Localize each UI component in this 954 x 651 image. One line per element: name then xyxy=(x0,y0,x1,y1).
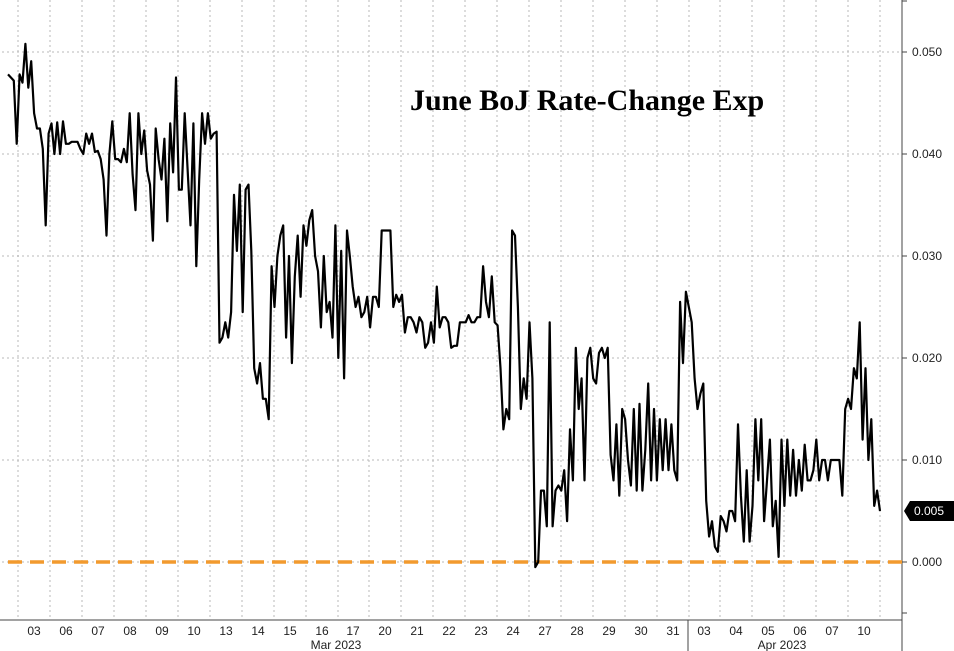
x-tick-label: 13 xyxy=(219,624,233,638)
x-tick-label: 10 xyxy=(857,624,871,638)
y-tick-label: 0.020 xyxy=(912,351,942,365)
series-line xyxy=(7,42,882,569)
y-tick-label: 0.030 xyxy=(912,249,942,263)
x-tick-label: 16 xyxy=(315,624,329,638)
x-tick-label: 31 xyxy=(666,624,680,638)
month-labels: Mar 2023 Apr 2023 xyxy=(311,638,807,651)
x-tick-label: 06 xyxy=(793,624,807,638)
y-tick-labels: 0.050 0.040 0.030 0.020 0.010 0.000 xyxy=(912,45,942,569)
x-tick-label: 20 xyxy=(378,624,392,638)
last-value-label: 0.005 xyxy=(914,504,944,518)
x-tick-label: 17 xyxy=(346,624,360,638)
x-tick-label: 29 xyxy=(602,624,616,638)
x-tick-label: 22 xyxy=(442,624,456,638)
x-tick-label: 07 xyxy=(825,624,839,638)
chart-title: June BoJ Rate-Change Exp xyxy=(410,84,764,117)
x-tick-label: 06 xyxy=(59,624,73,638)
last-value-badge-bg xyxy=(904,501,954,521)
x-tick-label: 28 xyxy=(570,624,584,638)
x-tick-label: 03 xyxy=(697,624,711,638)
x-tick-label: 21 xyxy=(410,624,424,638)
x-tick-label: 04 xyxy=(729,624,743,638)
axes xyxy=(0,0,907,651)
x-tick-label: 08 xyxy=(123,624,137,638)
x-tick-label: 09 xyxy=(155,624,169,638)
x-tick-label: 07 xyxy=(91,624,105,638)
x-tick-label: 15 xyxy=(283,624,297,638)
x-tick-label: 10 xyxy=(187,624,201,638)
month-label: Apr 2023 xyxy=(758,638,807,651)
x-tick-label: 03 xyxy=(27,624,41,638)
x-tick-labels: 03 06 07 08 09 10 13 14 15 16 17 20 21 22 23 24 27 28 29 30… xyxy=(27,624,871,638)
month-label: Mar 2023 xyxy=(311,638,362,651)
x-tick-label: 05 xyxy=(761,624,775,638)
y-tick-label: 0.040 xyxy=(912,147,942,161)
x-tick-label: 14 xyxy=(251,624,265,638)
y-tick-label: 0.050 xyxy=(912,45,942,59)
x-tick-label: 23 xyxy=(474,624,488,638)
x-tick-label: 30 xyxy=(634,624,648,638)
series-layer xyxy=(7,42,902,569)
y-tick-label: 0.000 xyxy=(912,555,942,569)
last-value-badge: 0.005 xyxy=(904,501,954,521)
x-tick-label: 24 xyxy=(506,624,520,638)
x-tick-label: 27 xyxy=(538,624,552,638)
y-tick-label: 0.010 xyxy=(912,453,942,467)
